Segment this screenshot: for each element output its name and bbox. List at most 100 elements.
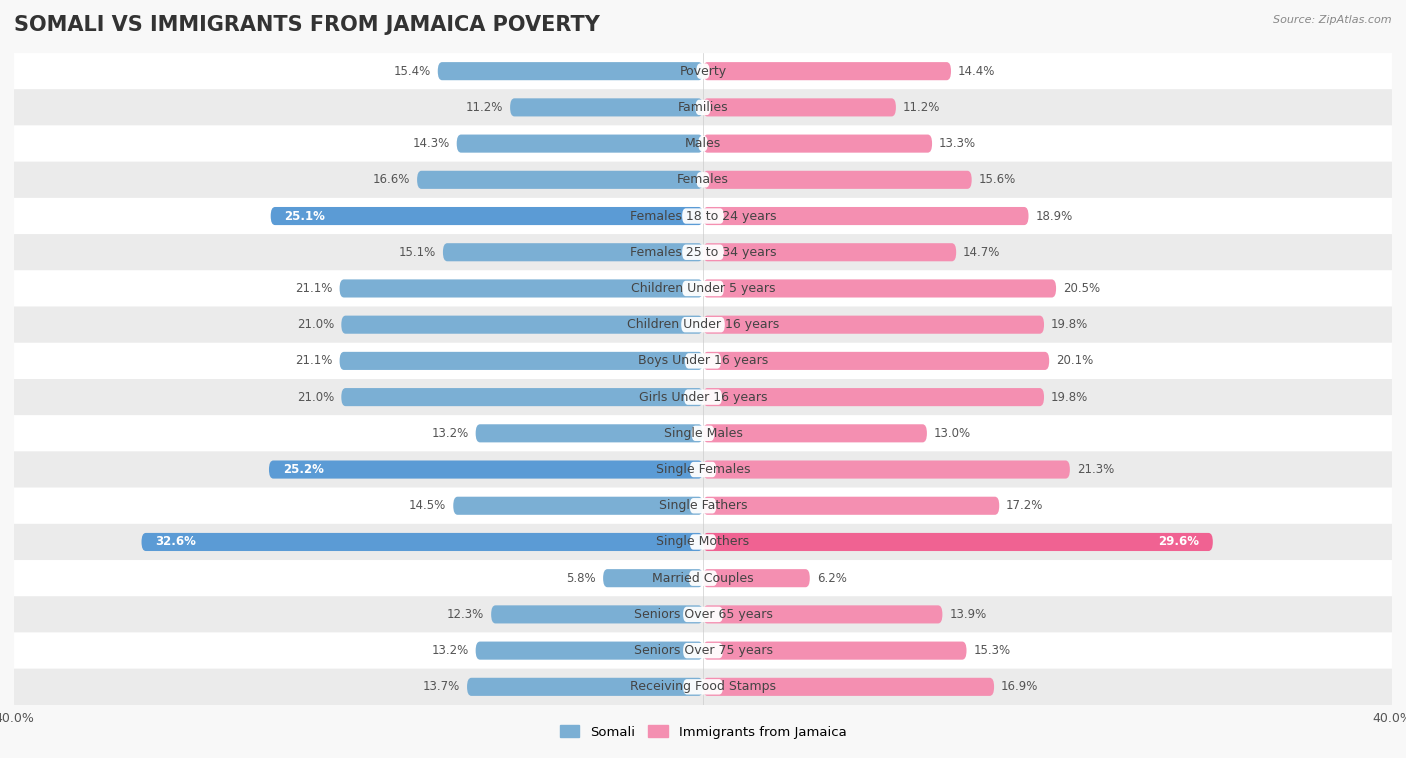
FancyBboxPatch shape bbox=[696, 100, 710, 115]
FancyBboxPatch shape bbox=[703, 280, 1056, 297]
Text: Single Fathers: Single Fathers bbox=[659, 500, 747, 512]
FancyBboxPatch shape bbox=[342, 315, 703, 334]
FancyBboxPatch shape bbox=[14, 560, 1392, 597]
FancyBboxPatch shape bbox=[690, 534, 716, 550]
Text: Married Couples: Married Couples bbox=[652, 572, 754, 584]
Text: 14.5%: 14.5% bbox=[409, 500, 446, 512]
FancyBboxPatch shape bbox=[703, 135, 932, 152]
FancyBboxPatch shape bbox=[699, 136, 707, 152]
Text: Girls Under 16 years: Girls Under 16 years bbox=[638, 390, 768, 403]
Text: 13.3%: 13.3% bbox=[939, 137, 976, 150]
FancyBboxPatch shape bbox=[703, 62, 950, 80]
Legend: Somali, Immigrants from Jamaica: Somali, Immigrants from Jamaica bbox=[554, 720, 852, 744]
FancyBboxPatch shape bbox=[14, 198, 1392, 234]
FancyBboxPatch shape bbox=[418, 171, 703, 189]
FancyBboxPatch shape bbox=[510, 99, 703, 117]
FancyBboxPatch shape bbox=[683, 606, 723, 622]
FancyBboxPatch shape bbox=[14, 234, 1392, 271]
FancyBboxPatch shape bbox=[703, 424, 927, 443]
FancyBboxPatch shape bbox=[340, 352, 703, 370]
Text: 20.5%: 20.5% bbox=[1063, 282, 1099, 295]
Text: 13.0%: 13.0% bbox=[934, 427, 972, 440]
Text: SOMALI VS IMMIGRANTS FROM JAMAICA POVERTY: SOMALI VS IMMIGRANTS FROM JAMAICA POVERT… bbox=[14, 15, 600, 35]
Text: 15.3%: 15.3% bbox=[973, 644, 1011, 657]
FancyBboxPatch shape bbox=[703, 315, 1045, 334]
FancyBboxPatch shape bbox=[14, 632, 1392, 669]
Text: 21.3%: 21.3% bbox=[1077, 463, 1114, 476]
FancyBboxPatch shape bbox=[682, 208, 724, 224]
Text: Boys Under 16 years: Boys Under 16 years bbox=[638, 355, 768, 368]
Text: Females 25 to 34 years: Females 25 to 34 years bbox=[630, 246, 776, 258]
FancyBboxPatch shape bbox=[269, 461, 703, 478]
FancyBboxPatch shape bbox=[703, 569, 810, 587]
Text: 13.7%: 13.7% bbox=[423, 681, 460, 694]
FancyBboxPatch shape bbox=[703, 496, 1000, 515]
FancyBboxPatch shape bbox=[14, 669, 1392, 705]
FancyBboxPatch shape bbox=[703, 641, 966, 659]
Text: 5.8%: 5.8% bbox=[567, 572, 596, 584]
FancyBboxPatch shape bbox=[703, 171, 972, 189]
Text: 14.3%: 14.3% bbox=[412, 137, 450, 150]
Text: 21.1%: 21.1% bbox=[295, 355, 333, 368]
FancyBboxPatch shape bbox=[14, 415, 1392, 452]
FancyBboxPatch shape bbox=[703, 99, 896, 117]
FancyBboxPatch shape bbox=[689, 571, 717, 586]
Text: 11.2%: 11.2% bbox=[903, 101, 941, 114]
Text: 13.9%: 13.9% bbox=[949, 608, 987, 621]
FancyBboxPatch shape bbox=[271, 207, 703, 225]
Text: 25.1%: 25.1% bbox=[284, 209, 325, 223]
FancyBboxPatch shape bbox=[703, 606, 942, 623]
FancyBboxPatch shape bbox=[14, 597, 1392, 632]
Text: 14.7%: 14.7% bbox=[963, 246, 1001, 258]
FancyBboxPatch shape bbox=[696, 172, 710, 187]
Text: Source: ZipAtlas.com: Source: ZipAtlas.com bbox=[1274, 15, 1392, 25]
FancyBboxPatch shape bbox=[491, 606, 703, 623]
FancyBboxPatch shape bbox=[467, 678, 703, 696]
FancyBboxPatch shape bbox=[14, 452, 1392, 487]
FancyBboxPatch shape bbox=[443, 243, 703, 262]
Text: Seniors Over 75 years: Seniors Over 75 years bbox=[634, 644, 772, 657]
FancyBboxPatch shape bbox=[685, 353, 721, 368]
Text: 14.4%: 14.4% bbox=[957, 64, 995, 77]
Text: Males: Males bbox=[685, 137, 721, 150]
FancyBboxPatch shape bbox=[692, 426, 714, 441]
FancyBboxPatch shape bbox=[14, 89, 1392, 126]
Text: Single Females: Single Females bbox=[655, 463, 751, 476]
FancyBboxPatch shape bbox=[14, 379, 1392, 415]
Text: 6.2%: 6.2% bbox=[817, 572, 846, 584]
FancyBboxPatch shape bbox=[603, 569, 703, 587]
FancyBboxPatch shape bbox=[14, 53, 1392, 89]
Text: 16.9%: 16.9% bbox=[1001, 681, 1039, 694]
Text: 12.3%: 12.3% bbox=[447, 608, 484, 621]
FancyBboxPatch shape bbox=[683, 643, 723, 658]
FancyBboxPatch shape bbox=[475, 424, 703, 443]
FancyBboxPatch shape bbox=[690, 498, 716, 513]
Text: 16.6%: 16.6% bbox=[373, 174, 411, 186]
FancyBboxPatch shape bbox=[342, 388, 703, 406]
Text: 19.8%: 19.8% bbox=[1050, 390, 1088, 403]
Text: Children Under 16 years: Children Under 16 years bbox=[627, 318, 779, 331]
FancyBboxPatch shape bbox=[475, 641, 703, 659]
FancyBboxPatch shape bbox=[690, 462, 716, 478]
FancyBboxPatch shape bbox=[696, 64, 710, 79]
Text: 19.8%: 19.8% bbox=[1050, 318, 1088, 331]
Text: 21.0%: 21.0% bbox=[297, 390, 335, 403]
Text: Families: Families bbox=[678, 101, 728, 114]
FancyBboxPatch shape bbox=[14, 487, 1392, 524]
FancyBboxPatch shape bbox=[142, 533, 703, 551]
Text: 21.1%: 21.1% bbox=[295, 282, 333, 295]
Text: 15.4%: 15.4% bbox=[394, 64, 430, 77]
FancyBboxPatch shape bbox=[683, 679, 723, 694]
FancyBboxPatch shape bbox=[682, 280, 724, 296]
Text: Females 18 to 24 years: Females 18 to 24 years bbox=[630, 209, 776, 223]
Text: 29.6%: 29.6% bbox=[1159, 535, 1199, 549]
FancyBboxPatch shape bbox=[14, 306, 1392, 343]
FancyBboxPatch shape bbox=[703, 243, 956, 262]
FancyBboxPatch shape bbox=[682, 245, 724, 260]
Text: 18.9%: 18.9% bbox=[1035, 209, 1073, 223]
Text: Seniors Over 65 years: Seniors Over 65 years bbox=[634, 608, 772, 621]
FancyBboxPatch shape bbox=[703, 461, 1070, 478]
Text: 17.2%: 17.2% bbox=[1007, 500, 1043, 512]
FancyBboxPatch shape bbox=[457, 135, 703, 152]
FancyBboxPatch shape bbox=[685, 390, 721, 405]
